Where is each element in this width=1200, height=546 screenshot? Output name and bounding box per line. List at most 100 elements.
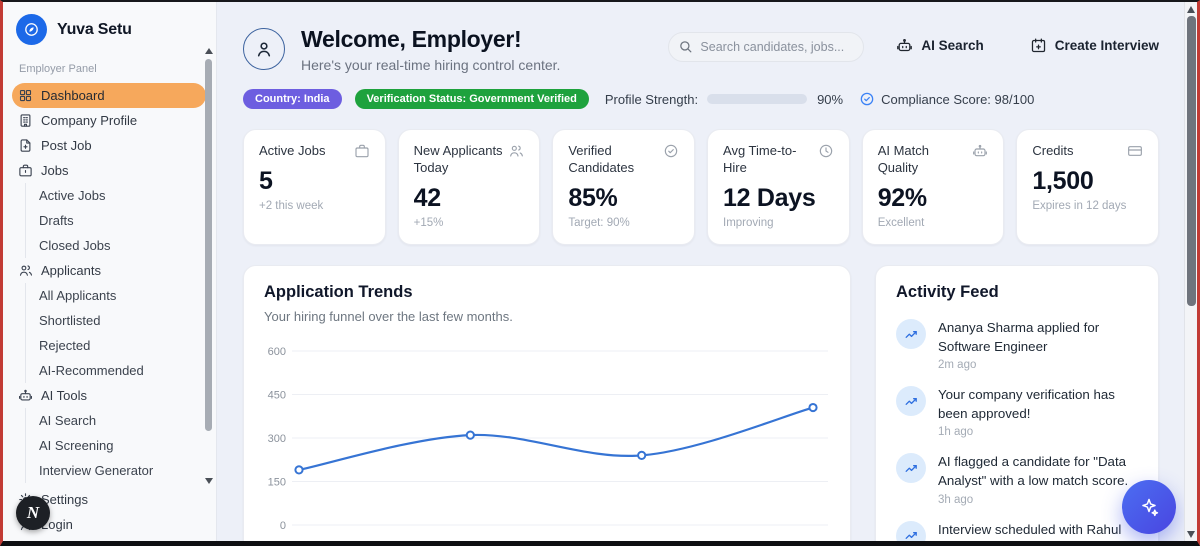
bottom-row: Application Trends Your hiring funnel ov… (243, 265, 1159, 541)
stat-title: New Applicants Today (413, 143, 503, 175)
sidebar-item-all-applicants[interactable]: All Applicants (39, 283, 206, 308)
stat-card-verified-candidates: Verified Candidates 85% Target: 90% (552, 129, 696, 245)
scroll-down-arrow-icon[interactable] (205, 478, 213, 484)
person-icon (257, 42, 271, 57)
sidebar-item-dashboard[interactable]: Dashboard (12, 83, 206, 108)
ai-search-button[interactable]: AI Search (896, 37, 984, 54)
sidebar-item-post-job[interactable]: Post Job (12, 133, 206, 158)
stat-value: 12 Days (723, 183, 816, 212)
sidebar-item-label: Company Profile (41, 113, 138, 128)
scroll-down-arrow-icon[interactable] (1187, 531, 1195, 538)
stat-sub: Target: 90% (568, 216, 630, 229)
sidebar-item-company-profile[interactable]: Company Profile (12, 108, 206, 133)
svg-text:0: 0 (280, 520, 286, 532)
scroll-up-arrow-icon[interactable] (205, 48, 213, 54)
sidebar-item-label: Applicants (41, 263, 101, 278)
feed-time: 1h ago (938, 426, 974, 439)
sidebar-nav: Dashboard Company Profile Post Job Jobs (3, 83, 216, 537)
bot-icon (972, 143, 988, 159)
briefcase-icon (18, 163, 33, 178)
stat-title: AI Match Quality (877, 143, 929, 175)
sidebar-item-label: Closed Jobs (39, 238, 111, 253)
stat-value: 5 (259, 166, 273, 195)
feed-item: Interview scheduled with Rahul Verma for… (896, 520, 1138, 541)
search-input[interactable] (668, 32, 865, 62)
sidebar-item-interview-generator[interactable]: Interview Generator (39, 458, 206, 483)
feed-text: Your company verification has been appro… (938, 387, 1115, 421)
profile-strength-label: Profile Strength: (604, 91, 699, 107)
jobs-subgroup: Active Jobs Drafts Closed Jobs (25, 183, 206, 258)
ai-assistant-fab[interactable] (1122, 480, 1176, 534)
ai-tools-subgroup: AI Search AI Screening Interview Generat… (25, 408, 206, 483)
sidebar-item-label: AI-Recommended (39, 363, 144, 378)
sidebar-item-label: Interview Generator (39, 463, 154, 478)
trending-up-icon (896, 453, 926, 484)
feed-item: Ananya Sharma applied for Software Engin… (896, 319, 1138, 371)
sidebar-item-ai-recommended[interactable]: AI-Recommended (39, 358, 206, 383)
users-icon (18, 263, 33, 278)
stat-title: Active Jobs (259, 143, 326, 158)
trending-up-icon (896, 319, 926, 349)
svg-text:450: 450 (268, 390, 286, 402)
sidebar-item-active-jobs[interactable]: Active Jobs (39, 183, 206, 208)
application-trends-card: Application Trends Your hiring funnel ov… (243, 265, 851, 541)
profile-strength-bar (707, 94, 808, 104)
create-interview-button[interactable]: Create Interview (1030, 37, 1159, 54)
svg-text:150: 150 (268, 477, 286, 489)
credit-card-icon (1127, 143, 1143, 159)
sidebar-item-ai-screening[interactable]: AI Screening (39, 433, 206, 458)
search-icon (678, 39, 693, 54)
activity-feed-title: Activity Feed (896, 283, 999, 301)
sidebar-scrollbar-thumb[interactable] (205, 59, 212, 431)
brand-logo-link[interactable]: Yuva Setu (3, 12, 216, 45)
svg-text:600: 600 (268, 346, 286, 358)
sidebar-item-label: Post Job (41, 138, 92, 153)
dashboard-grid-icon (18, 88, 33, 103)
sidebar-section-label: Employer Panel (19, 63, 97, 75)
stat-value: 85% (568, 183, 618, 212)
create-interview-label: Create Interview (1054, 38, 1159, 53)
sidebar: Yuva Setu Employer Panel Dashboard Compa… (3, 2, 217, 541)
svg-text:300: 300 (268, 433, 286, 445)
sidebar-item-ai-tools[interactable]: AI Tools (12, 383, 206, 408)
clock-icon (818, 143, 834, 159)
stat-title: Avg Time-to-Hire (723, 143, 797, 175)
sidebar-item-label: Jobs (41, 163, 69, 178)
overlay-badge-n[interactable]: N (16, 496, 50, 530)
page-scrollbar-thumb[interactable] (1187, 16, 1196, 306)
sidebar-item-label: Drafts (39, 213, 74, 228)
page-title: Welcome, Employer! (301, 26, 522, 52)
ai-search-label: AI Search (921, 38, 984, 53)
feed-time: 2m ago (938, 359, 977, 372)
sidebar-item-jobs[interactable]: Jobs (12, 158, 206, 183)
stat-sub: Expires in 12 days (1032, 199, 1127, 212)
sidebar-item-applicants[interactable]: Applicants (12, 258, 206, 283)
stat-card-ai-match-quality: AI Match Quality 92% Excellent (861, 129, 1005, 245)
stat-card-new-applicants: New Applicants Today 42 +15% (397, 129, 541, 245)
stat-value: 1,500 (1032, 166, 1094, 195)
feed-time: 3h ago (938, 493, 974, 506)
sidebar-item-drafts[interactable]: Drafts (39, 208, 206, 233)
feed-item: AI flagged a candidate for "Data Analyst… (896, 453, 1138, 506)
stat-title: Credits (1032, 143, 1074, 158)
employer-avatar (243, 28, 285, 70)
sidebar-item-rejected[interactable]: Rejected (39, 333, 206, 358)
sidebar-item-label: AI Search (39, 413, 97, 428)
stat-value: 42 (413, 183, 442, 212)
verified-badge-icon (859, 91, 875, 107)
scroll-up-arrow-icon[interactable] (1187, 6, 1195, 13)
yuva-setu-logo-icon (16, 14, 47, 45)
stat-value: 92% (877, 183, 927, 212)
page-scrollbar[interactable] (1184, 2, 1197, 541)
sidebar-item-label: Shortlisted (39, 313, 101, 328)
stat-sub: Excellent (877, 216, 925, 229)
sidebar-scrollbar[interactable] (203, 48, 214, 484)
sidebar-item-closed-jobs[interactable]: Closed Jobs (39, 233, 206, 258)
stats-row: Active Jobs 5 +2 this week New Applicant… (243, 129, 1160, 245)
sidebar-item-ai-search[interactable]: AI Search (39, 408, 206, 433)
sidebar-item-shortlisted[interactable]: Shortlisted (39, 308, 206, 333)
compliance-score: Compliance Score: 98/100 (881, 91, 1035, 107)
check-circle-icon (663, 143, 679, 159)
feed-text: Interview scheduled with Rahul Verma for… (938, 521, 1122, 541)
